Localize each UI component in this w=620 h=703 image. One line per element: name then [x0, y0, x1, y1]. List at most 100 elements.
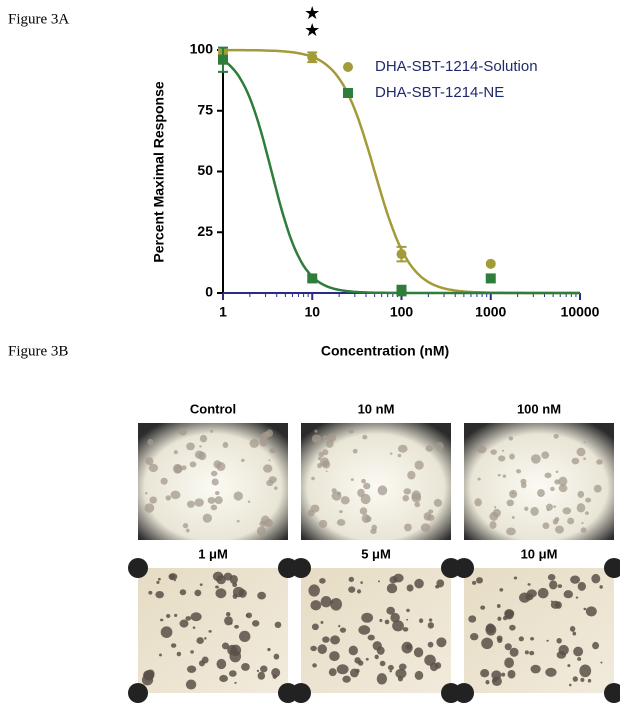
panel-label: 10 μM [521, 546, 558, 561]
colony [476, 445, 487, 454]
colony [350, 668, 359, 678]
colony [558, 644, 569, 656]
colony [569, 626, 576, 632]
colony [377, 580, 380, 583]
colony [492, 677, 498, 683]
colony [168, 573, 178, 581]
colony [360, 493, 371, 505]
colony [520, 478, 527, 485]
colony [570, 575, 581, 584]
colony [322, 460, 331, 469]
colony [204, 637, 207, 640]
colony [192, 626, 196, 629]
colony [554, 479, 560, 485]
colony [584, 511, 589, 515]
colony [492, 508, 501, 518]
colony [599, 585, 603, 589]
colony [259, 437, 268, 447]
micrograph [464, 423, 614, 540]
colony [576, 447, 586, 457]
colony [216, 462, 226, 471]
colony [386, 583, 398, 594]
colony [470, 633, 479, 641]
colony [148, 590, 153, 595]
colony [489, 521, 497, 529]
colony [357, 660, 364, 666]
colony [542, 522, 550, 530]
colony [358, 625, 371, 635]
colony [322, 435, 329, 441]
colony [513, 576, 518, 580]
colony [397, 453, 402, 458]
colony [376, 646, 385, 655]
colony [228, 670, 237, 677]
colony [581, 521, 584, 525]
colony [529, 650, 535, 656]
colony [365, 657, 369, 661]
colony [414, 670, 424, 680]
colony [219, 575, 223, 578]
colony [428, 618, 433, 622]
colony [575, 596, 579, 599]
vignette [604, 683, 620, 703]
vignette [128, 683, 148, 703]
data-point [396, 249, 407, 260]
colony [348, 576, 355, 582]
data-point [307, 52, 318, 63]
colony [363, 482, 371, 490]
colony [377, 485, 388, 496]
figure-label: Figure 3A [8, 11, 69, 27]
colony [236, 519, 240, 523]
colony [210, 470, 218, 477]
colony [362, 434, 368, 440]
colony [393, 573, 404, 583]
colony [336, 664, 349, 675]
colony [414, 578, 424, 589]
colony [274, 486, 278, 490]
colony [339, 510, 343, 514]
legend-marker [343, 88, 353, 98]
colony [433, 498, 442, 507]
colony [256, 669, 260, 673]
colony [504, 643, 512, 651]
colony [348, 586, 356, 593]
colony [267, 647, 271, 652]
colony [518, 636, 524, 642]
colony [186, 442, 195, 451]
colony [361, 478, 366, 484]
colony [507, 669, 516, 679]
colony [537, 489, 545, 497]
colony [576, 503, 586, 513]
x-tick-label: 100 [390, 304, 414, 320]
colony [199, 434, 208, 443]
colony [194, 450, 204, 459]
colony [274, 621, 282, 629]
colony [208, 630, 212, 633]
colony [499, 588, 504, 592]
colony [157, 577, 161, 581]
colony [241, 458, 245, 462]
colony [215, 585, 219, 589]
colony [185, 679, 197, 690]
colony [527, 583, 531, 586]
colony [202, 513, 212, 523]
colony [330, 597, 343, 611]
colony [550, 486, 555, 492]
colony [390, 612, 400, 623]
colony [371, 524, 378, 531]
x-tick-label: 1 [219, 304, 227, 320]
colony [149, 496, 158, 504]
panel-label: 5 μM [361, 546, 391, 561]
colony [502, 615, 508, 621]
colony [196, 637, 204, 644]
colony [585, 606, 597, 617]
colony [160, 477, 168, 485]
colony [577, 657, 582, 661]
colony [241, 662, 250, 671]
colony [389, 670, 393, 673]
data-point [485, 273, 496, 284]
colony [546, 639, 549, 642]
colony [403, 488, 412, 495]
colony [398, 663, 407, 671]
colony [329, 651, 340, 662]
